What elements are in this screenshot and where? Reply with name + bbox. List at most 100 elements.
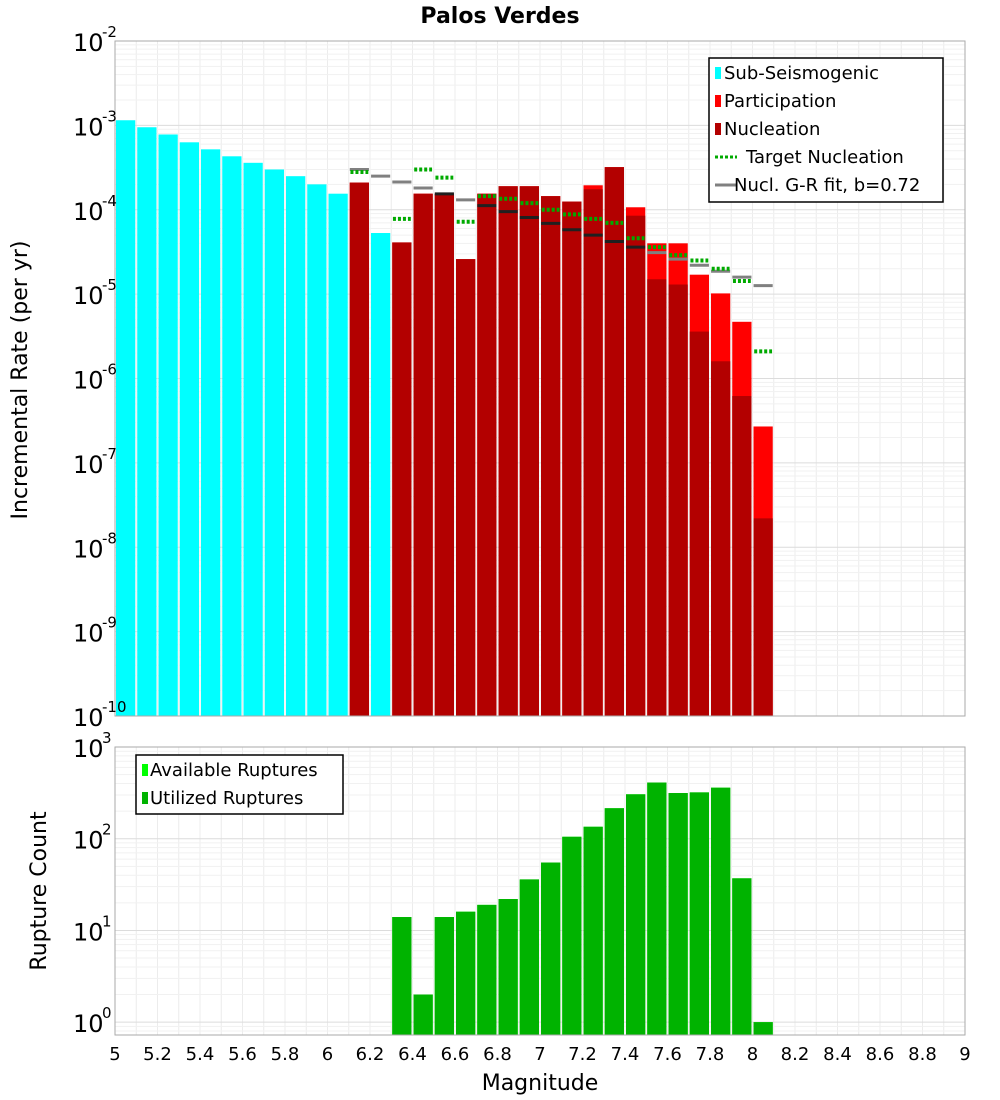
- y-tick-exponent: 3: [102, 729, 112, 747]
- x-tick-label: 5: [109, 1044, 120, 1065]
- legend-label: Nucl. G-R fit, b=0.72: [734, 175, 920, 196]
- utilized-ruptures-bar: [413, 994, 433, 1035]
- utilized-ruptures-bar: [711, 787, 731, 1035]
- x-tick-label: 7.2: [568, 1044, 597, 1065]
- y-tick-label: 10-7: [73, 445, 117, 479]
- x-tick-label: 9: [959, 1044, 970, 1065]
- y-tick-base: 10: [73, 282, 104, 310]
- legend-label: Available Ruptures: [150, 760, 318, 781]
- y-tick-exponent: -6: [102, 361, 117, 379]
- utilized-ruptures-bar: [689, 792, 709, 1035]
- y-tick-base: 10: [73, 620, 104, 648]
- y-tick-base: 10: [73, 535, 104, 563]
- x-tick-label: 5.6: [228, 1044, 257, 1065]
- legend-label: Sub-Seismogenic: [724, 63, 879, 84]
- y-tick-base: 10: [73, 827, 104, 855]
- nucleation-bar: [477, 193, 497, 716]
- utilized-ruptures-bar: [541, 862, 561, 1035]
- x-tick-label: 6.4: [398, 1044, 427, 1065]
- y-tick-label: 10-10: [73, 698, 127, 732]
- y-tick-label: 10-6: [73, 361, 117, 395]
- legend-box: [135, 754, 344, 815]
- x-tick-label: 7.4: [611, 1044, 640, 1065]
- y-tick-exponent: 2: [102, 821, 112, 839]
- y-tick-exponent: -5: [102, 276, 117, 294]
- y-tick-exponent: -7: [102, 445, 117, 463]
- sub-seismogenic-bar: [179, 142, 199, 716]
- y-tick-label: 10-9: [73, 614, 117, 648]
- bottom-y-axis-label: Rupture Count: [27, 811, 52, 971]
- legend-swatch: [715, 95, 721, 107]
- y-tick-label: 101: [73, 912, 112, 946]
- legend-swatch: [142, 764, 148, 776]
- sub-seismogenic-bar: [158, 134, 178, 717]
- x-tick-label: 5.2: [143, 1044, 172, 1065]
- legend-box: [708, 57, 944, 203]
- chart-title: Palos Verdes: [420, 4, 579, 29]
- nucleation-bar: [732, 396, 752, 716]
- nucleation-bar: [349, 182, 369, 716]
- y-tick-label: 10-3: [73, 107, 117, 141]
- legend-swatch: [715, 123, 721, 135]
- y-tick-base: 10: [73, 918, 104, 946]
- y-tick-label: 10-2: [73, 23, 117, 57]
- y-tick-base: 10: [73, 1010, 104, 1038]
- legend-label: Target Nucleation: [745, 147, 904, 168]
- y-tick-exponent: -10: [102, 698, 127, 716]
- sub-seismogenic-bar: [286, 176, 306, 716]
- utilized-ruptures-bar: [562, 836, 582, 1035]
- nucleation-bar: [456, 259, 476, 716]
- utilized-ruptures-bar: [392, 917, 412, 1035]
- x-tick-label: 6.6: [441, 1044, 470, 1065]
- utilized-ruptures-bar: [668, 793, 688, 1035]
- legend-swatch: [142, 792, 148, 804]
- y-tick-base: 10: [73, 29, 104, 57]
- plot-frame: [114, 746, 966, 1036]
- x-tick-label: 6.2: [356, 1044, 385, 1065]
- y-tick-base: 10: [73, 735, 104, 763]
- top-y-axis-label: Incremental Rate (per yr): [8, 241, 33, 520]
- y-tick-base: 10: [73, 451, 104, 479]
- utilized-ruptures-bar: [477, 904, 497, 1035]
- sub-seismogenic-bar: [116, 120, 136, 717]
- x-tick-label: 5.8: [271, 1044, 300, 1065]
- y-tick-label: 10-8: [73, 529, 117, 563]
- x-tick-label: 7.8: [696, 1044, 725, 1065]
- sub-seismogenic-bar: [201, 149, 221, 716]
- sub-seismogenic-bar: [307, 184, 327, 717]
- y-tick-base: 10: [73, 113, 104, 141]
- legend-label: Utilized Ruptures: [150, 788, 303, 809]
- rate-plot: 10-210-310-410-510-610-710-810-910-10Sub…: [73, 23, 966, 732]
- nucleation-bar: [583, 189, 603, 717]
- x-tick-label: 8.4: [823, 1044, 852, 1065]
- utilized-ruptures-bar: [583, 826, 603, 1035]
- utilized-ruptures-bar: [753, 1022, 773, 1035]
- utilized-ruptures-bar: [456, 911, 476, 1035]
- sub-seismogenic-bar: [243, 162, 263, 716]
- nucleation-bar: [413, 193, 433, 716]
- nucleation-bar: [519, 186, 539, 716]
- nucleation-bar: [392, 242, 412, 716]
- utilized-ruptures-bar: [647, 782, 667, 1035]
- y-tick-label: 10-4: [73, 192, 117, 226]
- x-axis-label: Magnitude: [482, 1071, 599, 1096]
- nucleation-bar: [689, 331, 709, 716]
- x-tick-label: 7: [534, 1044, 545, 1065]
- utilized-ruptures-bar: [626, 794, 646, 1035]
- nucleation-bar: [604, 167, 624, 716]
- legend-label: Nucleation: [724, 119, 820, 140]
- x-tick-label: 8.2: [781, 1044, 810, 1065]
- nucleation-bar: [753, 518, 773, 716]
- sub-seismogenic-bar: [328, 193, 348, 716]
- y-tick-exponent: 0: [102, 1004, 112, 1022]
- sub-seismogenic-bar: [264, 169, 284, 716]
- nucleation-bar: [626, 215, 646, 717]
- y-tick-exponent: -4: [102, 192, 117, 210]
- nucleation-bar: [711, 361, 731, 716]
- y-tick-label: 10-5: [73, 276, 117, 310]
- legend-swatch: [715, 67, 721, 79]
- x-tick-label: 8.6: [866, 1044, 895, 1065]
- sub-seismogenic-bar: [222, 156, 242, 717]
